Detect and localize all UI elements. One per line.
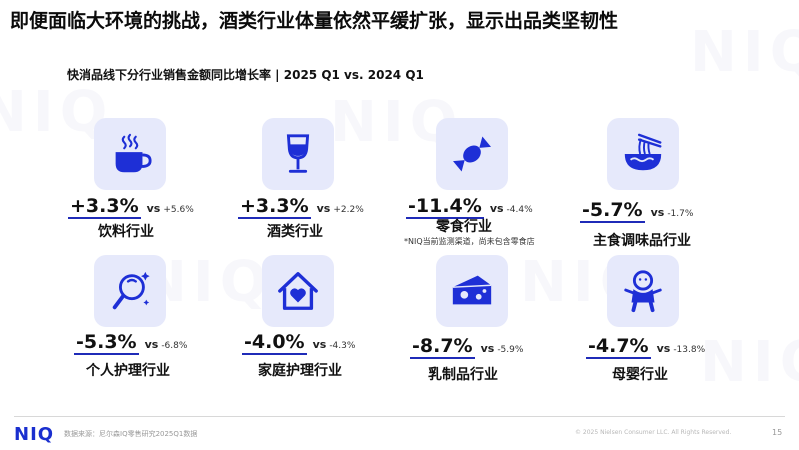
hand-mirror-icon xyxy=(94,255,166,327)
comparison-value: -5.9% xyxy=(497,345,524,355)
category-label: 饮料行业 xyxy=(98,224,154,240)
category-label: 乳制品行业 xyxy=(428,367,498,383)
vs-label: vs xyxy=(650,206,665,219)
copyright: © 2025 Nielsen Consumer LLC. All Rights … xyxy=(575,429,732,436)
chart-subtitle: 快消品线下分行业销售金额同比增长率 | 2025 Q1 vs. 2024 Q1 xyxy=(67,68,424,82)
candy-icon xyxy=(436,118,508,190)
stat-snacks: -11.4% vs -4.4% xyxy=(406,196,533,219)
vs-label: vs xyxy=(656,342,671,355)
category-label: 个人护理行业 xyxy=(86,363,170,379)
house-heart-icon xyxy=(262,255,334,327)
page-number: 15 xyxy=(772,428,783,437)
stat-mother-baby: -4.7% vs -13.8% xyxy=(586,336,705,359)
stat-personal-care: -5.3% vs -6.8% xyxy=(74,332,187,355)
growth-value: -5.3% xyxy=(74,331,139,355)
growth-value: -8.7% xyxy=(410,335,475,359)
category-label: 零食行业 xyxy=(436,219,492,235)
category-label: 家庭护理行业 xyxy=(258,363,342,379)
growth-value: -4.0% xyxy=(242,331,307,355)
stat-staples: -5.7% vs -1.7% xyxy=(580,200,693,223)
category-label: 主食调味品行业 xyxy=(593,233,691,249)
stat-home-care: -4.0% vs -4.3% xyxy=(242,332,355,355)
growth-value: +3.3% xyxy=(238,195,311,219)
baby-icon xyxy=(607,255,679,327)
vs-label: vs xyxy=(146,202,161,215)
footer-divider xyxy=(14,416,785,417)
stat-beverage: +3.3% vs +5.6% xyxy=(68,196,194,219)
category-label: 母婴行业 xyxy=(612,367,668,383)
comparison-value: -13.8% xyxy=(673,345,706,355)
vs-label: vs xyxy=(480,342,495,355)
vs-label: vs xyxy=(316,202,331,215)
cheese-icon xyxy=(436,255,508,327)
comparison-value: +5.6% xyxy=(163,205,194,215)
comparison-value: +2.2% xyxy=(333,205,364,215)
wine-glass-icon xyxy=(262,118,334,190)
vs-label: vs xyxy=(489,202,504,215)
stat-liquor: +3.3% vs +2.2% xyxy=(238,196,364,219)
comparison-value: -6.8% xyxy=(161,341,188,351)
stat-dairy: -8.7% vs -5.9% xyxy=(410,336,523,359)
comparison-value: -1.7% xyxy=(667,209,694,219)
category-label: 酒类行业 xyxy=(267,224,323,240)
vs-label: vs xyxy=(312,338,327,351)
growth-value: +3.3% xyxy=(68,195,141,219)
slide-title: 即便面临大环境的挑战，酒类行业体量依然平缓扩张，显示出品类坚韧性 xyxy=(10,10,619,32)
growth-value: -11.4% xyxy=(406,195,484,219)
growth-value: -4.7% xyxy=(586,335,651,359)
noodle-bowl-icon xyxy=(607,118,679,190)
niq-logo: NIQ xyxy=(14,424,55,445)
comparison-value: -4.4% xyxy=(506,205,533,215)
coffee-cup-icon xyxy=(94,118,166,190)
vs-label: vs xyxy=(144,338,159,351)
footnote: *NIQ当前监测渠道，尚未包含零食店 xyxy=(404,237,535,246)
data-source: 数据来源：尼尔森IQ零售研究2025Q1数据 xyxy=(64,430,198,438)
comparison-value: -4.3% xyxy=(329,341,356,351)
growth-value: -5.7% xyxy=(580,199,645,223)
